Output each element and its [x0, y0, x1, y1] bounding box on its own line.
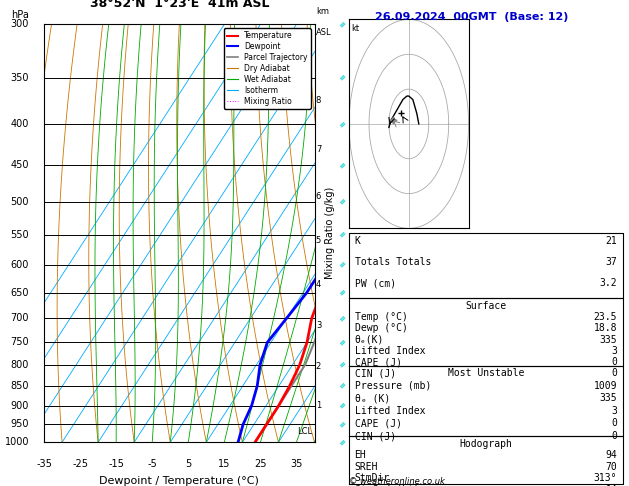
Text: 5: 5 — [316, 237, 321, 245]
Text: ≡: ≡ — [337, 359, 348, 370]
Text: K: K — [355, 236, 360, 246]
Text: ≡: ≡ — [337, 159, 348, 171]
Text: 94: 94 — [606, 450, 617, 460]
Text: EH: EH — [355, 450, 366, 460]
Text: 38°52'N  1°23'E  41m ASL: 38°52'N 1°23'E 41m ASL — [89, 0, 269, 10]
Text: 5: 5 — [185, 459, 191, 469]
Text: ≡: ≡ — [337, 72, 348, 84]
Text: 7: 7 — [316, 145, 321, 154]
Text: ASL: ASL — [316, 29, 331, 37]
Text: kt: kt — [352, 24, 360, 33]
Text: 950: 950 — [11, 419, 29, 430]
Text: 0: 0 — [611, 357, 617, 367]
Text: -5: -5 — [147, 459, 157, 469]
Text: ≡: ≡ — [337, 18, 348, 30]
Text: 3: 3 — [611, 346, 617, 356]
Text: θₑ (K): θₑ (K) — [355, 394, 390, 403]
Text: ≡: ≡ — [337, 313, 348, 324]
Text: 0: 0 — [611, 431, 617, 441]
Text: ≡: ≡ — [337, 287, 348, 298]
Text: 800: 800 — [11, 360, 29, 370]
Text: Most Unstable: Most Unstable — [448, 368, 524, 379]
Text: PW (cm): PW (cm) — [355, 278, 396, 288]
Text: ≡: ≡ — [337, 436, 348, 448]
Text: hPa: hPa — [11, 10, 29, 20]
Text: 350: 350 — [11, 73, 29, 83]
Text: 600: 600 — [11, 260, 29, 270]
Text: LCL: LCL — [298, 427, 313, 436]
Text: 70: 70 — [606, 462, 617, 471]
Text: Pressure (mb): Pressure (mb) — [355, 381, 431, 391]
Text: 14: 14 — [606, 485, 617, 486]
Text: ≡: ≡ — [337, 337, 348, 348]
Text: 8: 8 — [316, 96, 321, 105]
Text: CAPE (J): CAPE (J) — [355, 418, 401, 429]
Text: 750: 750 — [11, 337, 29, 347]
Text: 0: 0 — [611, 418, 617, 429]
Text: 650: 650 — [11, 288, 29, 298]
Text: 4: 4 — [316, 279, 321, 289]
Text: 550: 550 — [11, 230, 29, 240]
Text: 500: 500 — [11, 197, 29, 207]
Text: θₑ(K): θₑ(K) — [355, 335, 384, 345]
Text: -15: -15 — [108, 459, 124, 469]
Text: 700: 700 — [11, 313, 29, 324]
Text: 15: 15 — [218, 459, 231, 469]
Text: © weatheronline.co.uk: © weatheronline.co.uk — [349, 476, 445, 486]
Text: 335: 335 — [599, 335, 617, 345]
Text: Lifted Index: Lifted Index — [355, 346, 425, 356]
Text: 1009: 1009 — [594, 381, 617, 391]
Text: CIN (J): CIN (J) — [355, 431, 396, 441]
Text: -35: -35 — [36, 459, 52, 469]
Text: ≡: ≡ — [337, 259, 348, 271]
Text: 900: 900 — [11, 400, 29, 411]
Text: CAPE (J): CAPE (J) — [355, 357, 401, 367]
Text: 300: 300 — [11, 19, 29, 29]
Text: 26.09.2024  00GMT  (Base: 12): 26.09.2024 00GMT (Base: 12) — [375, 12, 569, 22]
Text: ≡: ≡ — [337, 196, 348, 208]
Text: 313°: 313° — [594, 473, 617, 483]
Text: 1: 1 — [316, 401, 321, 410]
Text: Surface: Surface — [465, 301, 506, 311]
Text: 6: 6 — [316, 191, 321, 201]
Text: 37: 37 — [606, 257, 617, 267]
Legend: Temperature, Dewpoint, Parcel Trajectory, Dry Adiabat, Wet Adiabat, Isotherm, Mi: Temperature, Dewpoint, Parcel Trajectory… — [223, 28, 311, 109]
Text: 23.5: 23.5 — [594, 312, 617, 322]
Text: 2: 2 — [316, 362, 321, 371]
Text: StmSpd (kt): StmSpd (kt) — [355, 485, 419, 486]
Text: 21: 21 — [606, 236, 617, 246]
Text: CIN (J): CIN (J) — [355, 368, 396, 379]
Text: 18.8: 18.8 — [594, 323, 617, 333]
Text: 25: 25 — [254, 459, 267, 469]
Text: 850: 850 — [11, 381, 29, 391]
Text: 35: 35 — [290, 459, 303, 469]
Text: Totals Totals: Totals Totals — [355, 257, 431, 267]
Text: 3: 3 — [611, 406, 617, 416]
Text: 3: 3 — [316, 321, 321, 330]
Text: 450: 450 — [11, 160, 29, 170]
Text: 0: 0 — [611, 368, 617, 379]
Text: ≡: ≡ — [337, 119, 348, 130]
Text: ≡: ≡ — [337, 229, 348, 241]
Text: 400: 400 — [11, 119, 29, 129]
Text: Lifted Index: Lifted Index — [355, 406, 425, 416]
Text: Dewp (°C): Dewp (°C) — [355, 323, 408, 333]
Text: 1000: 1000 — [4, 437, 29, 447]
Text: 335: 335 — [599, 394, 617, 403]
Text: ≡: ≡ — [337, 400, 348, 411]
Text: Dewpoint / Temperature (°C): Dewpoint / Temperature (°C) — [99, 476, 259, 486]
Text: Hodograph: Hodograph — [459, 438, 513, 449]
Text: Mixing Ratio (g/kg): Mixing Ratio (g/kg) — [325, 187, 335, 279]
Text: StmDir: StmDir — [355, 473, 390, 483]
Text: km: km — [316, 7, 329, 16]
Text: SREH: SREH — [355, 462, 378, 471]
Text: ≡: ≡ — [337, 419, 348, 430]
Text: Temp (°C): Temp (°C) — [355, 312, 408, 322]
Text: -25: -25 — [72, 459, 88, 469]
Text: 3.2: 3.2 — [599, 278, 617, 288]
Text: ≡: ≡ — [337, 380, 348, 392]
